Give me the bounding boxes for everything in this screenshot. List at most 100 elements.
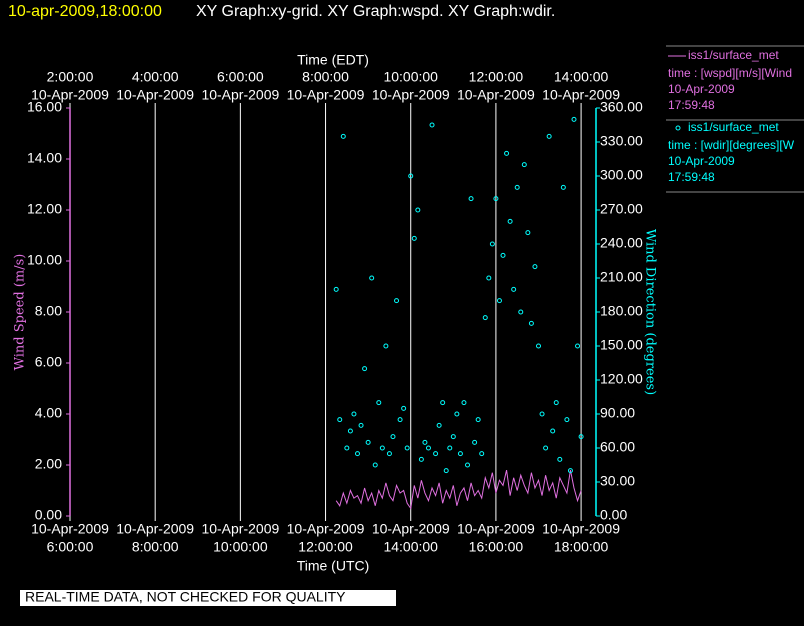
- x2-tick-label: 10-Apr-2009: [457, 87, 535, 103]
- legend-detail: 10-Apr-2009: [668, 82, 735, 96]
- x2-tick-label: 2:00:00: [47, 69, 94, 85]
- x2-tick-label: 12:00:00: [469, 69, 524, 85]
- wind-direction-point: [394, 298, 400, 304]
- y2-tick-label: 120.00: [600, 371, 643, 387]
- x-tick-label: 14:00:00: [383, 539, 438, 555]
- x-tick-label: 6:00:00: [47, 539, 94, 555]
- wind-direction-point: [575, 343, 581, 349]
- wind-direction-point: [365, 439, 371, 445]
- legend-detail: 17:59:48: [668, 98, 715, 112]
- wind-direction-point: [536, 343, 542, 349]
- x-tick-label: 10:00:00: [213, 539, 268, 555]
- wind-direction-point: [465, 462, 471, 468]
- y2-tick-label: 0.00: [600, 507, 627, 523]
- y2-tick-label: 210.00: [600, 269, 643, 285]
- wind-direction-point: [333, 286, 339, 292]
- x2-tick-label: 10-Apr-2009: [542, 87, 620, 103]
- wind-direction-point: [578, 434, 584, 440]
- wind-direction-point: [411, 235, 417, 241]
- y2-tick-label: 240.00: [600, 235, 643, 251]
- wind-direction-point: [440, 400, 446, 406]
- y2-tick-label: 330.00: [600, 133, 643, 149]
- legend-swatch: [675, 125, 681, 131]
- wind-direction-point: [358, 422, 364, 428]
- wind-direction-point: [418, 456, 424, 462]
- wind-direction-point: [429, 122, 435, 128]
- y2-tick-label: 90.00: [600, 405, 635, 421]
- legend-entry: iss1/surface_met: [688, 120, 779, 134]
- wind-direction-point: [436, 422, 442, 428]
- wind-direction-point: [511, 286, 517, 292]
- x-tick-label: 10-Apr-2009: [457, 521, 535, 537]
- wind-direction-point: [379, 445, 385, 451]
- wind-direction-point: [472, 439, 478, 445]
- wind-direction-point: [496, 298, 502, 304]
- wind-direction-point: [408, 173, 414, 179]
- legend-detail: 17:59:48: [668, 170, 715, 184]
- wind-direction-point: [401, 405, 407, 411]
- wind-direction-point: [560, 184, 566, 190]
- wind-direction-point: [344, 445, 350, 451]
- wind-direction-point: [571, 116, 577, 122]
- y-tick-label: 2.00: [35, 456, 62, 472]
- wind-speed-line: [335, 469, 582, 510]
- x-tick-label: 8:00:00: [132, 539, 179, 555]
- wind-direction-point: [543, 445, 549, 451]
- wind-direction-point: [443, 468, 449, 474]
- chart-title: XY Graph:xy-grid. XY Graph:wspd. XY Grap…: [196, 3, 555, 20]
- x-tick-label: 10-Apr-2009: [31, 521, 109, 537]
- legend-entry: iss1/surface_met: [688, 48, 779, 62]
- legend-detail: time : [wdir][degrees][W: [668, 138, 795, 152]
- x-tick-label: 10-Apr-2009: [287, 521, 365, 537]
- y-tick-label: 8.00: [35, 303, 62, 319]
- wind-direction-point: [557, 456, 563, 462]
- x2-tick-label: 10-Apr-2009: [287, 87, 365, 103]
- wind-direction-point: [383, 343, 389, 349]
- x-tick-label: 18:00:00: [554, 539, 609, 555]
- x2-tick-label: 8:00:00: [302, 69, 349, 85]
- x-tick-label: 10-Apr-2009: [116, 521, 194, 537]
- y-tick-label: 14.00: [27, 150, 62, 166]
- x2-tick-label: 10-Apr-2009: [116, 87, 194, 103]
- x-tick-label: 10-Apr-2009: [372, 521, 450, 537]
- wind-direction-point: [457, 451, 463, 457]
- wind-direction-point: [337, 417, 343, 423]
- wind-direction-point: [482, 315, 488, 321]
- wind-direction-point: [354, 451, 360, 457]
- legend-detail: 10-Apr-2009: [668, 154, 735, 168]
- wind-direction-point: [525, 230, 531, 236]
- wind-direction-point: [507, 218, 513, 224]
- wind-direction-point: [564, 417, 570, 423]
- wind-direction-point: [532, 264, 538, 270]
- wind-direction-point: [447, 445, 453, 451]
- x-tick-label: 16:00:00: [469, 539, 524, 555]
- legend-detail: time : [wspd][m/s][Wind: [668, 66, 792, 80]
- wind-direction-point: [550, 428, 556, 434]
- timestamp: 10-apr-2009,18:00:00: [8, 3, 162, 20]
- wind-direction-point: [521, 162, 527, 168]
- wind-direction-point: [461, 400, 467, 406]
- y2-tick-label: 360.00: [600, 99, 643, 115]
- y2-tick-label: 30.00: [600, 473, 635, 489]
- wind-direction-point: [404, 445, 410, 451]
- wind-direction-point: [369, 275, 375, 281]
- y2-tick-label: 60.00: [600, 439, 635, 455]
- y-axis-title: Wind Speed (m/s): [13, 254, 28, 371]
- wind-direction-point: [415, 207, 421, 213]
- y2-tick-label: 300.00: [600, 167, 643, 183]
- wind-direction-point: [489, 241, 495, 247]
- x-tick-label: 10-Apr-2009: [542, 521, 620, 537]
- y-tick-label: 12.00: [27, 201, 62, 217]
- x2-tick-label: 14:00:00: [554, 69, 609, 85]
- wind-direction-point: [479, 451, 485, 457]
- wind-direction-point: [454, 411, 460, 417]
- wind-direction-point: [450, 434, 456, 440]
- y-tick-label: 6.00: [35, 354, 62, 370]
- wind-direction-point: [347, 428, 353, 434]
- y-tick-label: 10.00: [27, 252, 62, 268]
- wind-direction-point: [493, 196, 499, 202]
- y2-axis-title: Wind Direction (degrees): [643, 229, 658, 395]
